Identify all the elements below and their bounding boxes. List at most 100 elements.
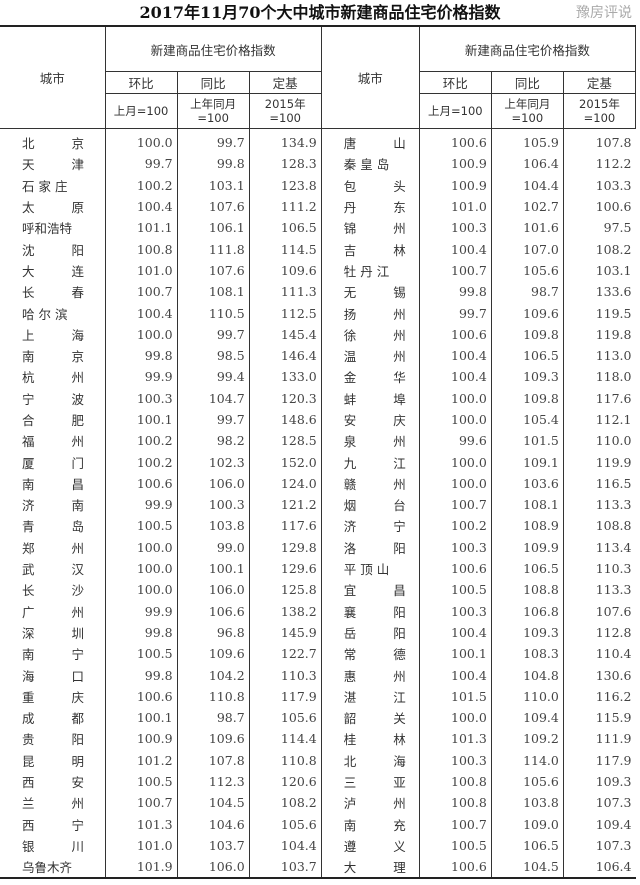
cell-yoy: 106.0 — [176, 579, 250, 601]
cell-city: 扬州 — [320, 302, 420, 324]
cell-mom: 99.8 — [104, 344, 178, 367]
cell-mom: 101.0 — [104, 259, 178, 282]
table-row: 南昌 100.6 106.0 124.0 赣州 100.0 103.6 116.5 — [0, 472, 636, 495]
cell-city: 南昌 — [0, 473, 105, 494]
cell-mom: 101.0 — [104, 834, 178, 857]
cell-city: 岳阳 — [320, 621, 420, 644]
city-name: 上海 — [22, 327, 84, 343]
cell-mom: 101.0 — [418, 195, 492, 218]
cell-city: 无锡 — [320, 281, 420, 303]
cell-yoy: 108.1 — [176, 281, 250, 303]
cell-mom: 99.9 — [104, 600, 178, 622]
cell-base: 113.3 — [562, 494, 636, 516]
cell-yoy: 101.6 — [490, 217, 564, 239]
cell-mom: 100.5 — [104, 770, 178, 793]
cell-city: 西安 — [0, 771, 105, 792]
cell-city: 厦门 — [0, 451, 105, 472]
cell-yoy: 109.2 — [490, 728, 564, 750]
cell-city: 蚌埠 — [320, 387, 420, 409]
cell-city: 太原 — [0, 196, 105, 217]
cell-mom: 100.0 — [104, 536, 178, 558]
cell-base: 112.5 — [248, 302, 322, 324]
cell-city: 襄阳 — [320, 600, 420, 622]
city-name: 徐州 — [343, 327, 406, 343]
cell-mom: 100.1 — [104, 408, 178, 431]
city-name: 昆明 — [22, 753, 84, 769]
table-row: 武汉 100.0 100.1 129.6 平顶山 100.6 106.5 110.3 — [0, 557, 636, 580]
cell-base: 103.7 — [248, 856, 322, 879]
cell-city: 石家庄 — [0, 175, 105, 196]
cell-city: 海口 — [0, 664, 105, 685]
cell-city: 温州 — [320, 344, 420, 367]
cell-base: 117.6 — [248, 515, 322, 537]
cell-yoy: 106.1 — [176, 217, 250, 239]
cell-mom: 100.9 — [418, 174, 492, 196]
cell-city: 沈阳 — [0, 238, 105, 259]
cell-mom: 100.3 — [418, 217, 492, 239]
header-base-base-left: 2015年=100 — [248, 93, 322, 129]
city-name: 桂林 — [343, 732, 406, 748]
city-name: 襄阳 — [343, 604, 406, 620]
cell-yoy: 106.5 — [490, 834, 564, 857]
cell-base: 110.8 — [248, 749, 322, 771]
cell-city: 重庆 — [0, 686, 105, 707]
cell-mom: 101.3 — [418, 728, 492, 750]
city-name: 锦州 — [343, 221, 406, 237]
table-row: 太原 100.4 107.6 111.2 丹东 101.0 102.7 100.6 — [0, 195, 636, 218]
cell-city: 惠州 — [320, 664, 420, 686]
cell-base: 106.5 — [248, 217, 322, 239]
cell-base: 108.2 — [248, 792, 322, 814]
cell-base: 120.3 — [248, 387, 322, 409]
cell-city: 金华 — [320, 366, 420, 388]
cell-city: 杭州 — [0, 366, 105, 387]
cell-base: 110.0 — [562, 430, 636, 452]
cell-mom: 100.7 — [418, 259, 492, 282]
header-base-left: 定基 — [248, 71, 322, 94]
cell-city: 南宁 — [0, 643, 105, 664]
cell-mom: 99.8 — [418, 281, 492, 303]
cell-mom: 100.5 — [418, 834, 492, 857]
watermark: 豫房评说 — [576, 5, 632, 21]
cell-base: 134.9 — [248, 128, 322, 154]
city-name: 安庆 — [343, 413, 406, 428]
cell-city: 烟台 — [320, 494, 420, 516]
city-name: 北京 — [22, 136, 84, 152]
cell-mom: 101.3 — [104, 813, 178, 835]
cell-yoy: 103.7 — [176, 834, 250, 857]
table-row: 南宁 100.5 109.6 122.7 常德 100.1 108.3 110.4 — [0, 643, 636, 665]
cell-city: 遵义 — [320, 834, 420, 857]
cell-mom: 100.1 — [418, 643, 492, 665]
cell-base: 113.3 — [562, 579, 636, 601]
cell-mom: 100.8 — [418, 770, 492, 793]
city-name: 银川 — [22, 838, 84, 854]
cell-base: 110.4 — [562, 643, 636, 665]
table-row: 宁波 100.3 104.7 120.3 蚌埠 100.0 109.8 117.6 — [0, 387, 636, 409]
city-name: 西安 — [22, 775, 84, 791]
cell-base: 108.2 — [562, 238, 636, 260]
city-name: 泸州 — [343, 796, 406, 812]
city-name: 海口 — [22, 668, 84, 684]
cell-yoy: 110.8 — [176, 685, 250, 708]
cell-yoy: 104.4 — [490, 174, 564, 196]
cell-yoy: 107.6 — [176, 259, 250, 282]
city-name: 三亚 — [343, 775, 406, 791]
city-name: 重庆 — [22, 689, 84, 705]
cell-base: 117.9 — [562, 749, 636, 771]
city-name: 哈尔滨 — [22, 306, 72, 322]
cell-city: 大理 — [320, 856, 420, 879]
city-name: 蚌埠 — [343, 391, 406, 407]
cell-mom: 100.0 — [104, 323, 178, 345]
cell-base: 114.4 — [248, 728, 322, 750]
cell-yoy: 99.7 — [176, 128, 250, 154]
cell-yoy: 107.6 — [176, 195, 250, 218]
page-title: 2017年11月70个大中城市新建商品住宅价格指数 — [139, 3, 501, 22]
cell-base: 105.6 — [248, 813, 322, 835]
cell-base: 106.4 — [562, 856, 636, 879]
cell-city: 三亚 — [320, 770, 420, 793]
cell-yoy: 109.4 — [490, 707, 564, 729]
table-row: 厦门 100.2 102.3 152.0 九江 100.0 109.1 119.9 — [0, 451, 636, 473]
table-row: 天津 99.7 99.8 128.3 秦皇岛 100.9 106.4 112.2 — [0, 153, 636, 175]
cell-city: 天津 — [0, 153, 105, 174]
cell-base: 116.2 — [562, 685, 636, 708]
cell-city: 广州 — [0, 601, 105, 622]
